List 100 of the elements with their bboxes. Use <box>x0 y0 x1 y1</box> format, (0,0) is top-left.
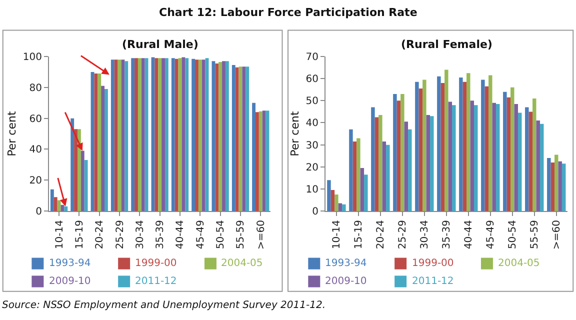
bar <box>330 190 335 212</box>
bar <box>154 58 158 212</box>
bar <box>242 66 246 212</box>
bar <box>459 78 463 212</box>
legend-label: 2009-10 <box>325 276 367 287</box>
bar <box>386 144 390 212</box>
bar <box>185 58 189 212</box>
bar <box>352 142 357 212</box>
bar <box>54 197 58 212</box>
x-tick-label: 15-19 <box>74 220 86 250</box>
bar <box>131 58 135 212</box>
y-tick-label: 60 <box>29 114 42 125</box>
bar <box>484 86 489 212</box>
y-tick-label: 0 <box>312 206 318 218</box>
y-tick-label: 30 <box>306 140 318 152</box>
bar <box>356 138 360 212</box>
bar <box>134 58 138 212</box>
bar <box>528 112 532 212</box>
bar <box>262 110 266 212</box>
bar <box>536 120 540 212</box>
y-tick-label: 40 <box>29 144 42 156</box>
legend-label: 1999-00 <box>135 258 177 269</box>
bar <box>101 86 104 212</box>
bar <box>444 70 448 212</box>
legend-label: 2004-05 <box>221 258 263 269</box>
bar <box>218 62 222 212</box>
bar <box>158 58 162 212</box>
bar <box>492 102 496 212</box>
bar <box>124 61 128 212</box>
bar <box>408 129 412 212</box>
legend-label: 2011-12 <box>412 276 454 287</box>
bar <box>144 58 148 212</box>
bar <box>364 174 368 212</box>
y-tick-label: 20 <box>29 176 42 187</box>
bar <box>215 63 219 212</box>
bar <box>342 204 346 212</box>
y-tick-label: 20 <box>306 162 318 174</box>
x-tick-label: 45-49 <box>195 220 206 250</box>
bar <box>400 94 404 212</box>
bar <box>506 97 511 212</box>
bar <box>437 76 441 212</box>
chart-title: (Rural Female) <box>401 38 492 51</box>
bar <box>452 105 456 212</box>
x-tick-label: 40-44 <box>464 220 475 250</box>
x-tick-label: 50-54 <box>216 220 227 250</box>
text: 1993-94 <box>325 258 367 269</box>
y-tick-label: 10 <box>306 184 318 196</box>
y-tick-label: 50 <box>306 96 318 108</box>
bar <box>235 67 239 212</box>
bar <box>114 60 118 212</box>
y-tick-label: 80 <box>29 82 42 94</box>
bar <box>540 124 544 212</box>
x-tick-label: 25-29 <box>114 220 126 250</box>
x-tick-label: >=60 <box>256 220 267 250</box>
bar <box>141 58 145 212</box>
bar <box>256 112 259 212</box>
bar <box>225 61 229 212</box>
bar <box>496 104 500 212</box>
bar <box>426 115 430 212</box>
x-tick-label: 15-19 <box>354 220 365 250</box>
bar <box>110 60 114 212</box>
bar <box>418 88 423 212</box>
bar <box>481 80 485 212</box>
bar <box>338 203 342 212</box>
bar <box>70 118 74 212</box>
bar <box>488 75 492 212</box>
bar <box>334 194 338 212</box>
bar <box>104 88 108 212</box>
bar <box>98 74 102 212</box>
chart-subtitle: (Rural Male) <box>122 38 198 51</box>
bar <box>74 129 78 212</box>
bar <box>349 129 353 212</box>
bar <box>121 60 125 212</box>
y-axis-title: Per cent <box>288 110 302 156</box>
bar <box>415 82 419 212</box>
bar <box>246 66 250 212</box>
legend-label: 2009-10 <box>49 276 91 287</box>
bar <box>448 102 452 212</box>
bar <box>378 115 382 212</box>
x-tick-label: 35-39 <box>155 220 166 250</box>
x-tick-label: 20-24 <box>94 220 106 250</box>
chart-title: Chart 12: Labour Force Participation Rate <box>159 6 418 19</box>
bar <box>171 58 175 212</box>
bar <box>202 60 206 212</box>
bar <box>393 94 397 212</box>
x-tick-label: 20-24 <box>376 220 387 250</box>
legend-label: 2011-12 <box>135 276 177 287</box>
y-tick-label: 0 <box>36 206 42 218</box>
x-tick-label: 50-54 <box>508 220 519 250</box>
bar <box>162 58 165 212</box>
bar <box>164 58 168 212</box>
bar <box>466 73 470 212</box>
bar <box>50 189 54 212</box>
bar <box>532 98 536 212</box>
bar <box>510 87 514 212</box>
x-tick-label: 40-44 <box>175 220 186 250</box>
x-tick-label: 30-34 <box>420 220 431 250</box>
legend-label: 2004-05 <box>498 258 540 269</box>
bar <box>212 61 216 212</box>
x-tick-label: 55-59 <box>530 220 541 250</box>
